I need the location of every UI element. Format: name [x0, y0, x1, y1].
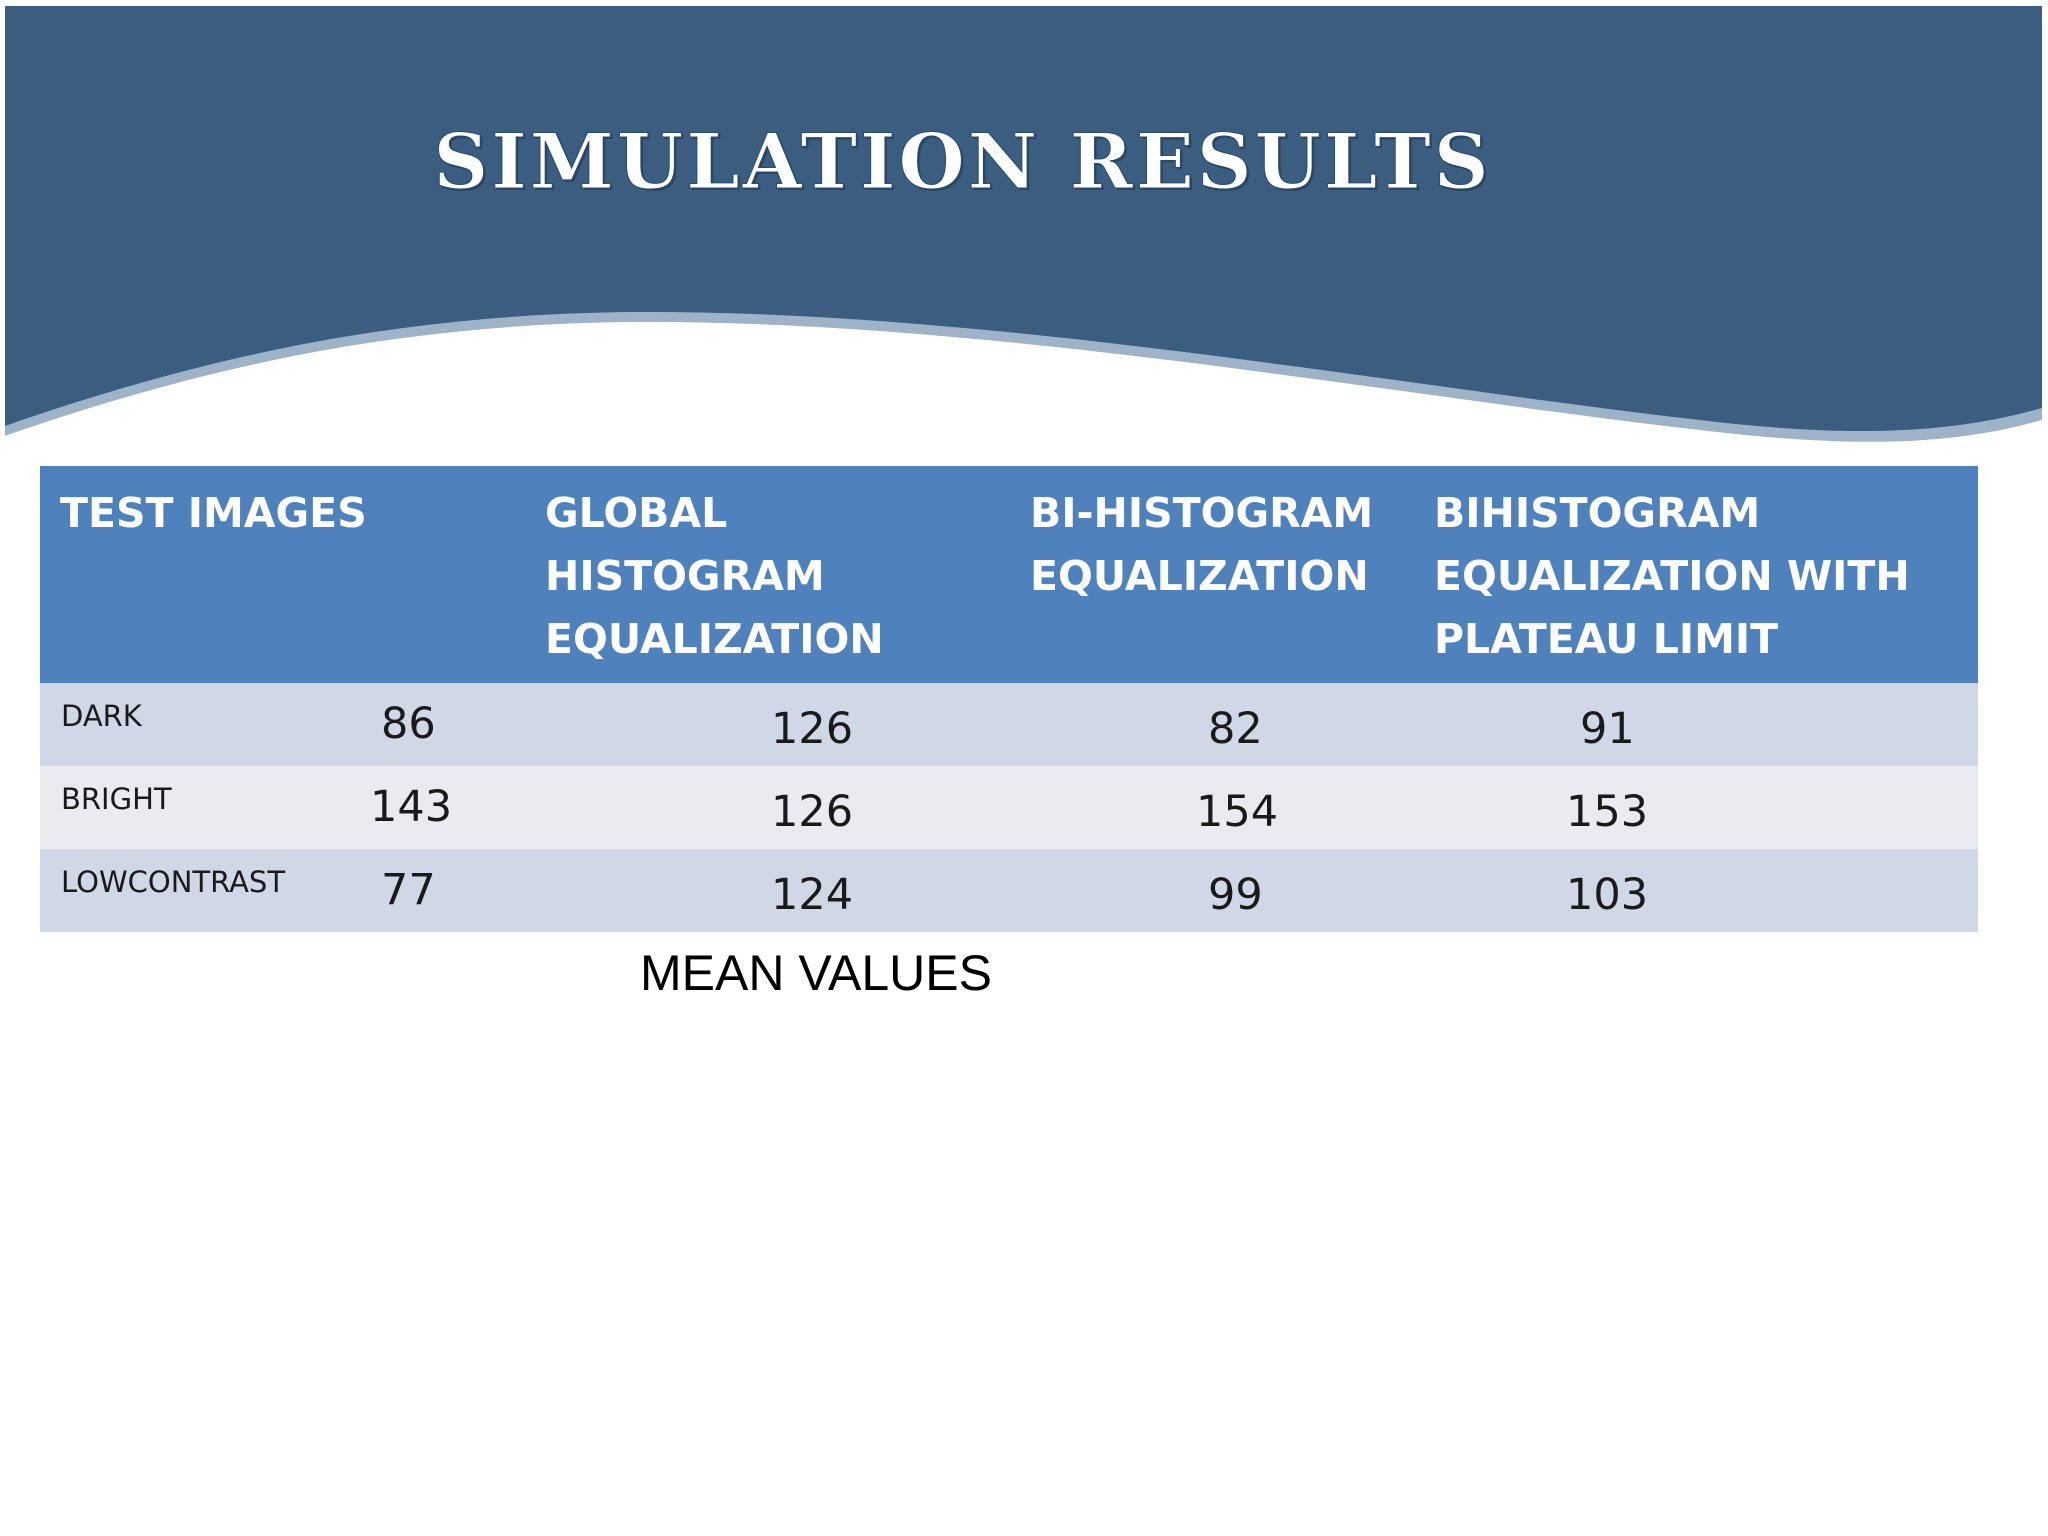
table-cell: 126: [525, 766, 1010, 849]
row-label: LOWCONTRAST: [61, 865, 286, 899]
table-row: DARK 86 126 82 91: [40, 683, 1978, 766]
cell-value: 124: [771, 869, 854, 920]
cell-value: 99: [1208, 869, 1263, 920]
table-header-row: TEST IMAGES GLOBAL HISTOGRAM EQUALIZATIO…: [40, 466, 1978, 683]
row-label-cell: LOWCONTRAST 77: [40, 849, 525, 932]
table-caption: MEAN VALUES: [640, 945, 992, 1001]
cell-value: 103: [1566, 869, 1649, 920]
row-label: DARK: [61, 699, 142, 733]
header-global-histogram-equalization: GLOBAL HISTOGRAM EQUALIZATION: [525, 466, 1010, 683]
header-banner: [5, 6, 2042, 442]
test-image-value: 86: [381, 699, 436, 749]
banner-wave: [5, 6, 2042, 432]
table-cell: 99: [1010, 849, 1414, 932]
table-cell: 153: [1414, 766, 1978, 849]
header-test-images: TEST IMAGES: [40, 466, 525, 683]
cell-value: 126: [771, 703, 854, 754]
table-cell: 124: [525, 849, 1010, 932]
test-image-value: 77: [381, 865, 436, 915]
test-image-value: 143: [370, 782, 453, 832]
header-bihistogram-plateau-limit: BIHISTOGRAM EQUALIZATION WITH PLATEAU LI…: [1414, 466, 1978, 683]
row-label: BRIGHT: [61, 782, 172, 816]
table-cell: 126: [525, 683, 1010, 766]
cell-value: 154: [1196, 786, 1279, 837]
table-cell: 154: [1010, 766, 1414, 849]
table-row: BRIGHT 143 126 154 153: [40, 766, 1978, 849]
table-row: LOWCONTRAST 77 124 99 103: [40, 849, 1978, 932]
table-cell: 103: [1414, 849, 1978, 932]
table-cell: 91: [1414, 683, 1978, 766]
header-bi-histogram-equalization: BI-HISTOGRAM EQUALIZATION: [1010, 466, 1414, 683]
table-cell: 82: [1010, 683, 1414, 766]
results-table: TEST IMAGES GLOBAL HISTOGRAM EQUALIZATIO…: [40, 466, 1978, 932]
row-label-cell: DARK 86: [40, 683, 525, 766]
row-label-cell: BRIGHT 143: [40, 766, 525, 849]
slide-title: SIMULATION RESULTS: [433, 117, 1492, 206]
cell-value: 126: [771, 786, 854, 837]
cell-value: 82: [1208, 703, 1263, 754]
cell-value: 91: [1580, 703, 1635, 754]
results-table-container: TEST IMAGES GLOBAL HISTOGRAM EQUALIZATIO…: [40, 466, 1978, 932]
cell-value: 153: [1566, 786, 1649, 837]
